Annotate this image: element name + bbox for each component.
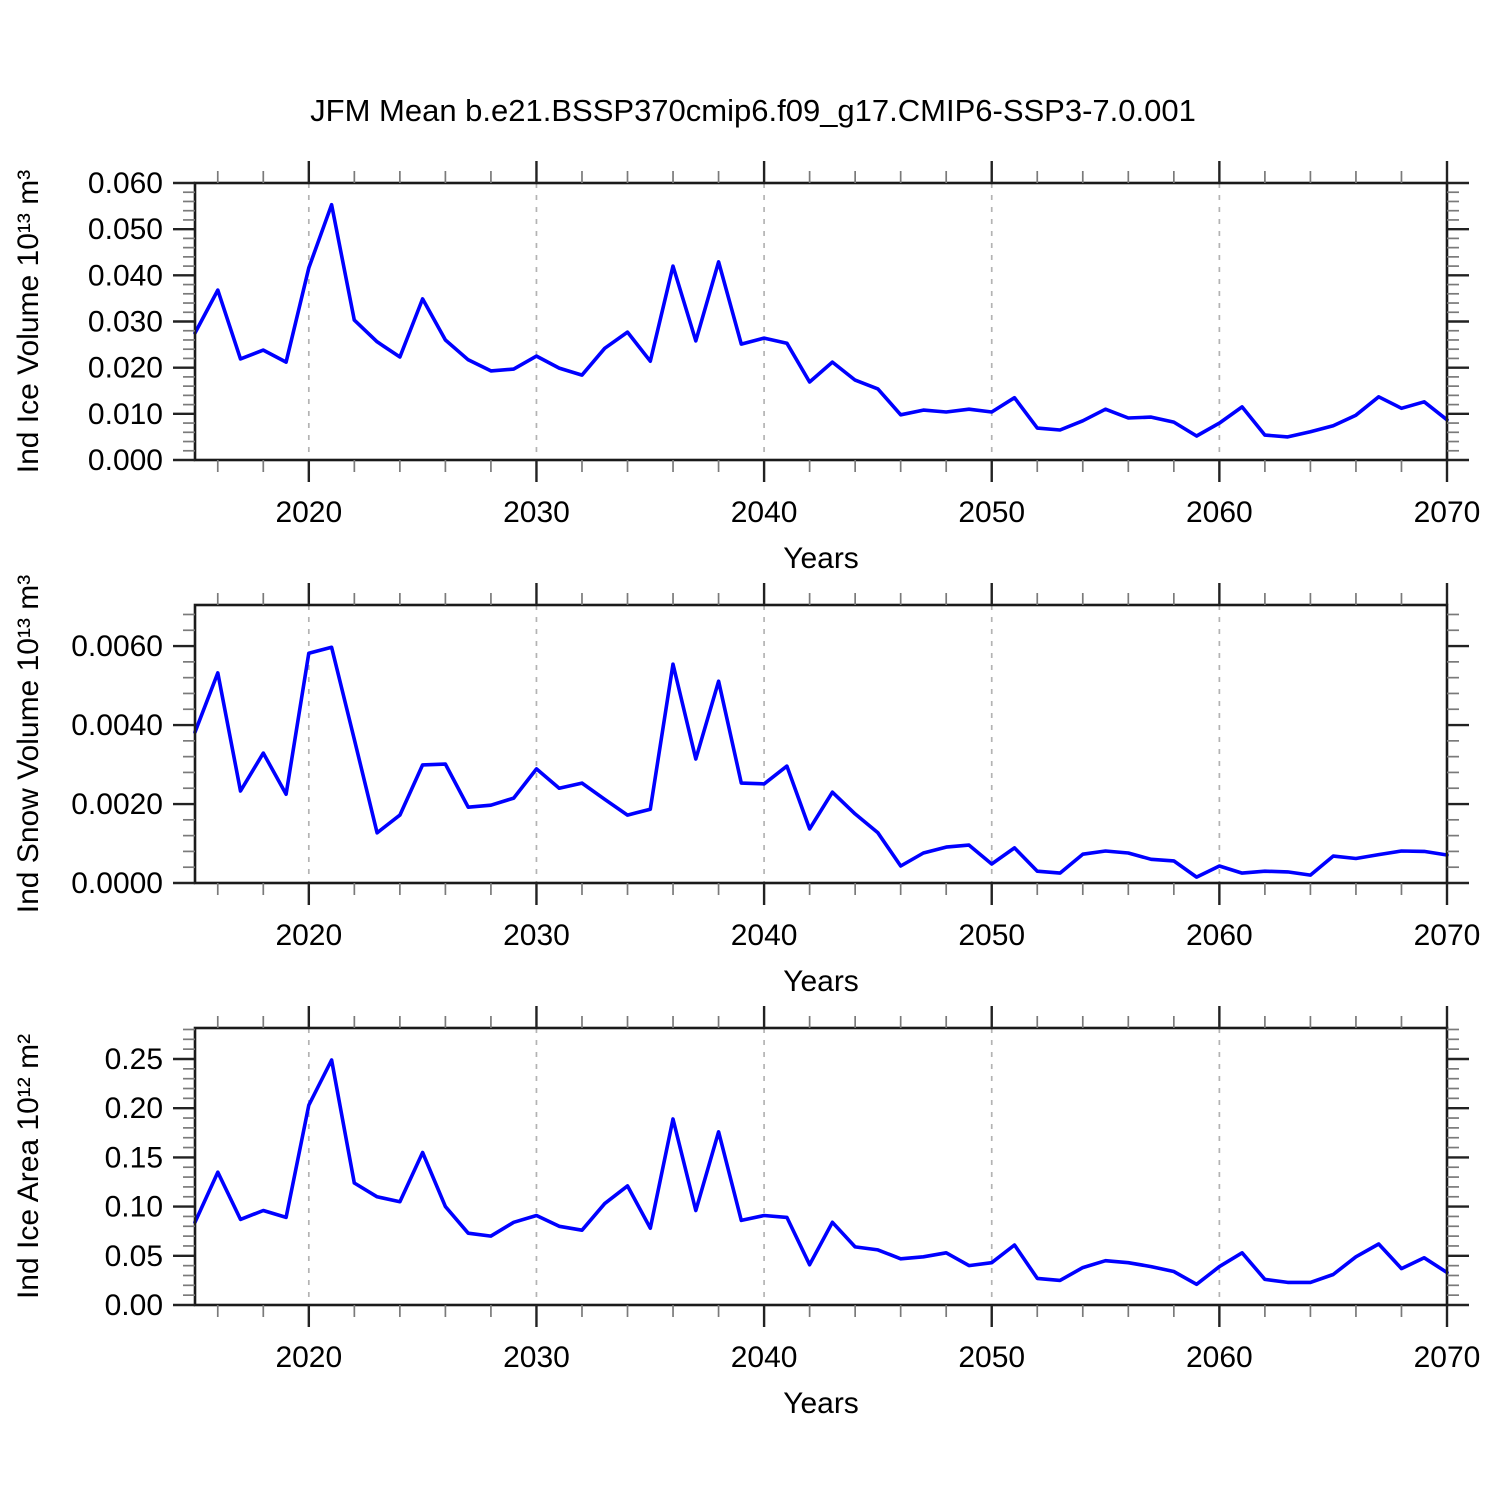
y-tick-label: 0.000 — [88, 444, 163, 477]
snow-volume-plot-frame — [193, 603, 1449, 885]
y-tick-label: 0.0000 — [71, 867, 163, 900]
x-tick-label: 2020 — [275, 1341, 342, 1374]
y-tick-label: 0.020 — [88, 352, 163, 385]
y-tick-label: 0.040 — [88, 259, 163, 292]
y-tick-label: 0.05 — [105, 1240, 163, 1273]
y-tick-label: 0.060 — [88, 167, 163, 200]
y-axis-title: Ind Ice Area 10¹² m² — [12, 1034, 45, 1299]
x-tick-label: 2050 — [958, 1341, 1025, 1374]
x-axis-title: Years — [783, 965, 859, 998]
ice-volume-series-line — [193, 202, 1449, 439]
figure-title: JFM Mean b.e21.BSSP370cmip6.f09_g17.CMIP… — [310, 93, 1196, 128]
y-axis-title: Ind Snow Volume 10¹³ m³ — [12, 575, 45, 913]
x-tick-label: 2040 — [731, 919, 798, 952]
ice-area-ticks — [173, 1006, 1469, 1327]
ice-volume-ticks — [173, 161, 1469, 482]
x-tick-label: 2030 — [503, 1341, 570, 1374]
x-tick-label: 2070 — [1414, 1341, 1481, 1374]
x-tick-label: 2040 — [731, 1341, 798, 1374]
snow-volume-series-line — [193, 645, 1449, 879]
y-tick-label: 0.010 — [88, 398, 163, 431]
y-tick-label: 0.00 — [105, 1289, 163, 1322]
x-tick-label: 2070 — [1414, 496, 1481, 529]
x-tick-label: 2050 — [958, 919, 1025, 952]
x-tick-label: 2060 — [1186, 919, 1253, 952]
ice-volume-plot-frame — [193, 181, 1449, 462]
x-tick-label: 2030 — [503, 919, 570, 952]
ice-area-series-line — [193, 1058, 1449, 1287]
y-tick-label: 0.25 — [105, 1043, 163, 1076]
y-axis-title: Ind Ice Volume 10¹³ m³ — [12, 170, 45, 473]
x-tick-label: 2060 — [1186, 496, 1253, 529]
snow-volume-ticks — [173, 583, 1469, 905]
x-tick-label: 2020 — [275, 496, 342, 529]
y-tick-label: 0.0060 — [71, 630, 163, 663]
x-axis-title: Years — [783, 1387, 859, 1420]
ice-area-panel: 0.00 0.05 0.10 0.15 0.20 0.25 2020 2030 2040 2050… — [12, 1006, 1480, 1420]
y-tick-label: 0.0020 — [71, 788, 163, 821]
y-tick-label: 0.050 — [88, 213, 163, 246]
y-tick-label: 0.030 — [88, 306, 163, 339]
x-tick-label: 2020 — [275, 919, 342, 952]
ice-area-plot-frame — [193, 1026, 1449, 1307]
x-tick-label: 2040 — [731, 496, 798, 529]
y-tick-label: 0.0040 — [71, 709, 163, 742]
x-tick-label: 2060 — [1186, 1341, 1253, 1374]
x-tick-label: 2030 — [503, 496, 570, 529]
snow-volume-panel: 0.0000 0.0020 0.0040 0.0060 2020 2030 2040 2050… — [12, 575, 1480, 998]
x-tick-label: 2050 — [958, 496, 1025, 529]
y-tick-label: 0.15 — [105, 1141, 163, 1174]
x-tick-label: 2070 — [1414, 919, 1481, 952]
y-tick-label: 0.10 — [105, 1191, 163, 1224]
y-tick-label: 0.20 — [105, 1092, 163, 1125]
ice-volume-panel: 0.000 0.010 0.020 0.030 0.040 0.050 0.060 2020 2… — [12, 161, 1480, 575]
x-axis-title: Years — [783, 542, 859, 575]
